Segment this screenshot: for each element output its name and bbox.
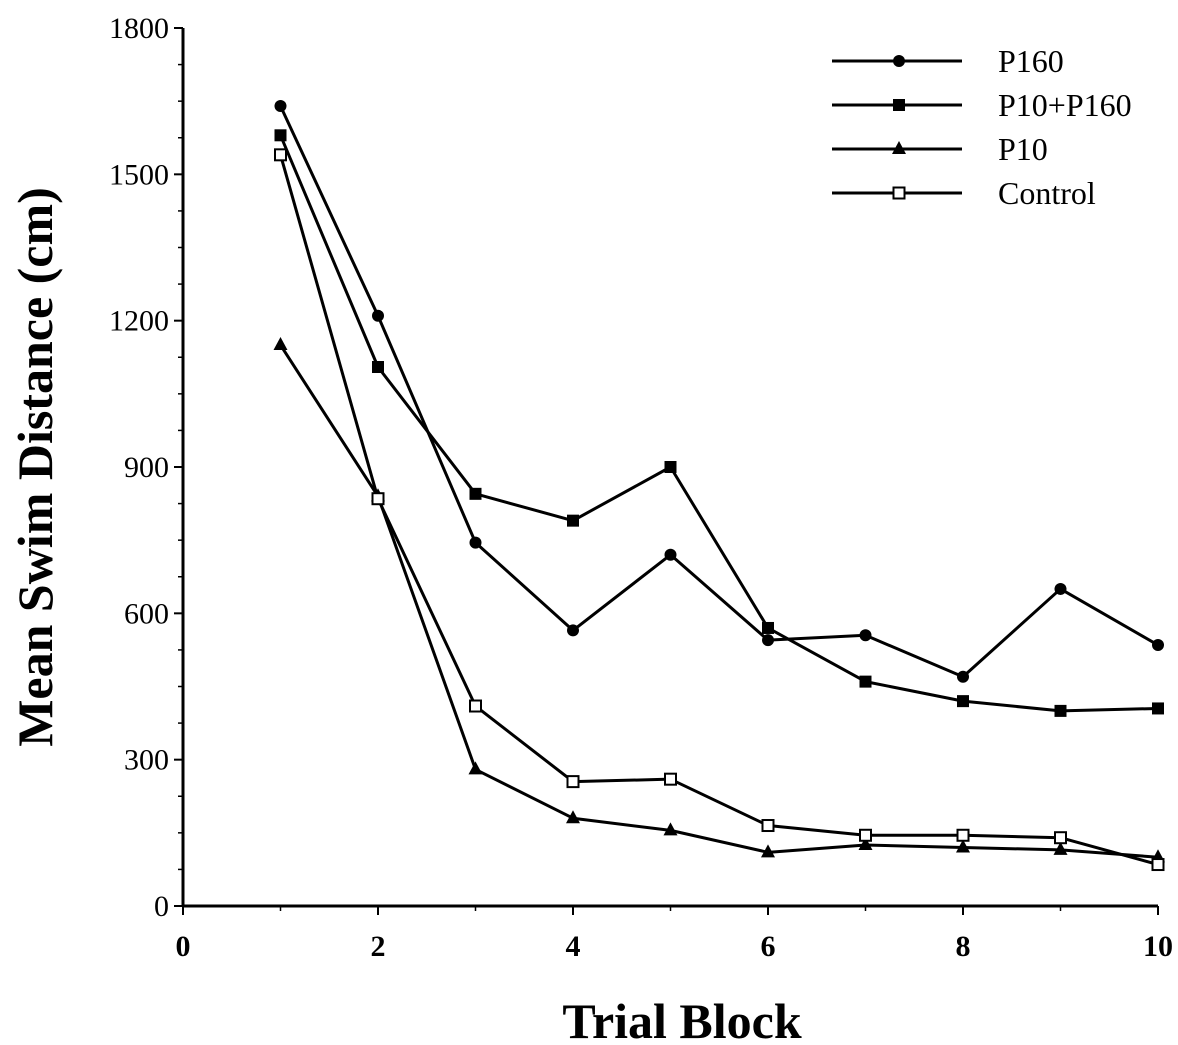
data-point-p160 <box>762 634 774 647</box>
legend-marker-p10 <box>892 141 906 154</box>
y-tick-label: 300 <box>124 744 169 777</box>
x-tick-label: 6 <box>761 930 776 963</box>
data-point-p10 <box>663 822 678 836</box>
data-point-control <box>956 828 970 842</box>
data-point-p10 <box>468 761 483 775</box>
data-point-control <box>566 775 580 789</box>
data-point-p10-p160 <box>372 361 384 374</box>
series-p10-p160 <box>274 129 1164 717</box>
x-tick-label: 8 <box>956 930 971 963</box>
data-point-p10-p160 <box>762 621 774 634</box>
legend-label-p160: P160 <box>998 43 1064 79</box>
data-point-p10-p160 <box>1054 704 1067 717</box>
y-tick-label: 1800 <box>109 12 169 45</box>
data-point-p160 <box>1152 639 1164 652</box>
data-point-p10 <box>761 844 775 858</box>
data-point-p160 <box>274 100 287 113</box>
series-p10 <box>273 337 1165 863</box>
legend-marker-control <box>892 186 906 200</box>
data-point-p10-p160 <box>1152 702 1164 715</box>
y-axis-title: Mean Swim Distance (cm) <box>7 187 63 747</box>
legend-label-control: Control <box>998 175 1096 211</box>
y-tick-label: 1200 <box>109 305 169 338</box>
data-point-p160 <box>664 548 677 561</box>
data-point-p160 <box>372 309 384 322</box>
legend-item-control: Control <box>832 175 1096 211</box>
data-point-control <box>1151 858 1165 872</box>
legend: P160 P10+P160 P10 Control <box>832 43 1132 211</box>
data-point-p160 <box>469 536 482 549</box>
legend-label-p10-p160: P10+P160 <box>998 87 1132 123</box>
data-point-control <box>274 148 287 162</box>
data-point-control <box>469 699 482 713</box>
data-point-p160 <box>859 629 872 642</box>
data-point-p10 <box>273 337 288 351</box>
data-point-p10-p160 <box>567 514 579 527</box>
data-point-p10-p160 <box>469 487 482 500</box>
y-tick-label: 1500 <box>109 158 169 191</box>
legend-label-p10: P10 <box>998 131 1048 167</box>
data-point-p10-p160 <box>957 695 969 708</box>
data-point-p160 <box>1054 582 1067 595</box>
series-control <box>274 148 1165 872</box>
ticks: 0 300 600 900 1200 1500 1800 0 2 4 6 8 10 <box>109 12 1173 963</box>
data-point-p10 <box>956 839 970 853</box>
data-point-control <box>1054 831 1067 845</box>
data-point-p160 <box>957 670 969 683</box>
legend-marker-p10-p160 <box>893 99 905 111</box>
series-line-control <box>279 154 1159 866</box>
series-line-p10 <box>279 344 1159 859</box>
legend-item-p10: P10 <box>832 131 1048 167</box>
legend-item-p160: P160 <box>832 43 1064 79</box>
data-point-p10 <box>858 837 873 851</box>
data-point-p10-p160 <box>664 461 677 473</box>
series-line-p10-p160 <box>279 134 1159 713</box>
x-tick-label: 10 <box>1143 930 1173 963</box>
data-point-control <box>761 819 775 833</box>
data-point-control <box>859 828 872 842</box>
y-tick-label: 600 <box>124 597 169 630</box>
data-point-control <box>371 492 385 506</box>
data-point-p10 <box>1053 841 1068 855</box>
legend-marker-p160 <box>893 55 905 67</box>
series-group <box>273 100 1165 872</box>
data-point-p160 <box>567 624 579 637</box>
data-point-p10 <box>566 810 580 824</box>
data-point-p10-p160 <box>859 675 872 688</box>
data-point-p10-p160 <box>274 129 287 142</box>
y-tick-label: 0 <box>154 890 169 923</box>
x-tick-label: 0 <box>176 930 191 963</box>
x-axis-title: Trial Block <box>562 993 802 1045</box>
x-tick-label: 4 <box>566 930 581 963</box>
data-point-control <box>664 772 677 786</box>
x-tick-label: 2 <box>371 930 386 963</box>
legend-item-p10-p160: P10+P160 <box>832 87 1132 123</box>
y-tick-label: 900 <box>124 451 169 484</box>
